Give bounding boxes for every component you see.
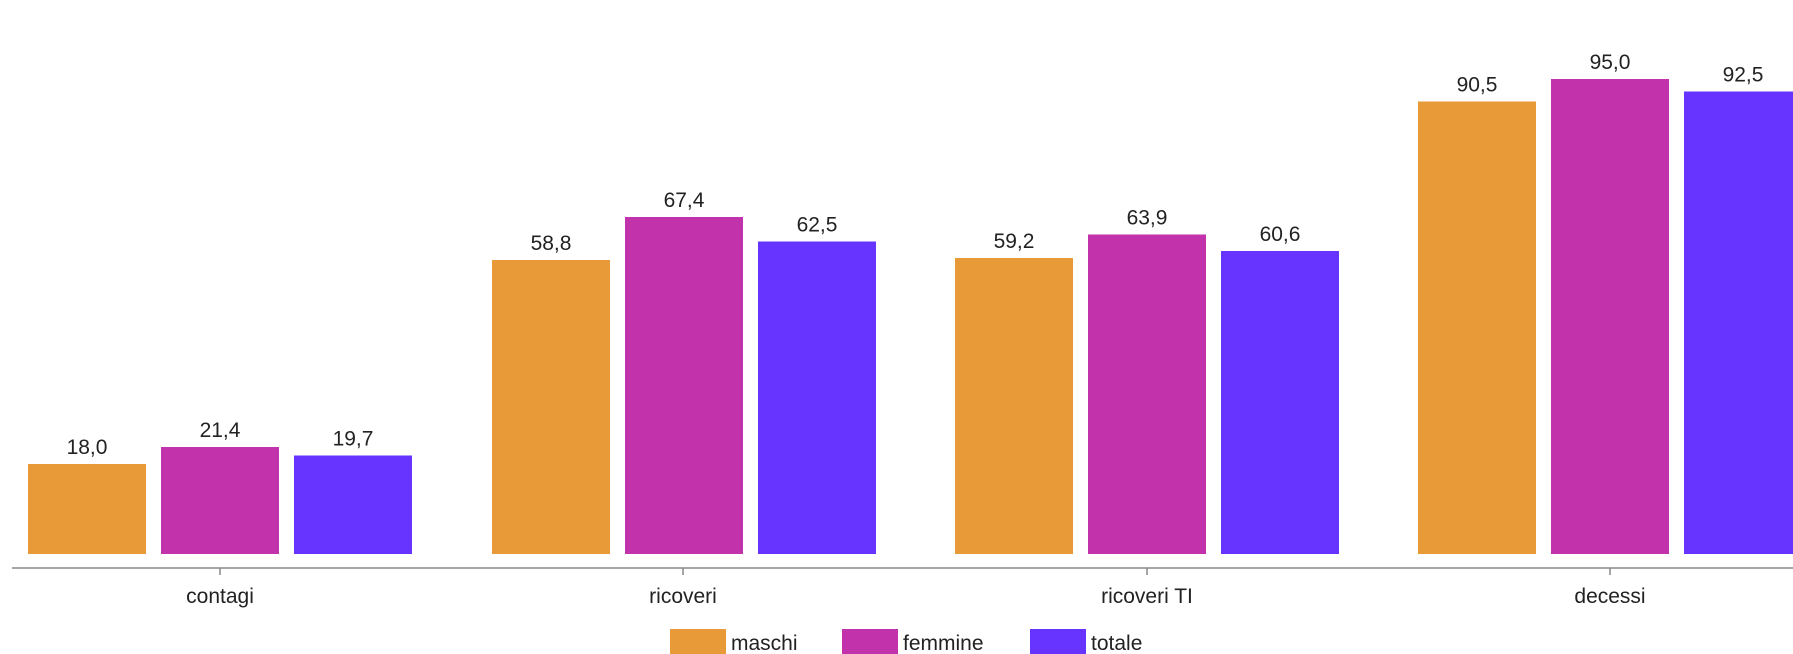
bar-maschi-ricoveri [492, 260, 610, 554]
x-axis-tick-labels: contagi ricoveri ricoveri TI decessi [186, 585, 1645, 608]
legend-label-femmine: femmine [903, 632, 984, 654]
x-axis-tick-label: contagi [186, 585, 254, 608]
data-label: 92,5 [1723, 64, 1764, 87]
x-axis-ticks [219, 568, 1611, 575]
data-label: 60,6 [1260, 223, 1301, 246]
data-label: 62,5 [797, 214, 838, 237]
data-label: 63,9 [1127, 207, 1168, 230]
x-axis-tick-label: ricoveri [649, 585, 717, 608]
data-label: 90,5 [1457, 74, 1498, 97]
x-axis-tick-label: decessi [1574, 585, 1645, 608]
legend-label-maschi: maschi [731, 632, 798, 654]
bar-totale-ricoveri [758, 241, 876, 554]
value-labels-layer: 18,0 21,4 19,7 58,8 67,4 62,5 59,2 63,9 60,6 90,5… [67, 51, 1764, 459]
data-label: 59,2 [994, 230, 1035, 253]
data-label: 95,0 [1590, 51, 1631, 74]
x-axis-tick-label: ricoveri TI [1101, 585, 1193, 608]
bars-layer [28, 79, 1793, 554]
legend-swatch-femmine [842, 629, 898, 654]
bar-totale-contagi [294, 455, 412, 554]
legend-label-totale: totale [1091, 632, 1142, 654]
bar-maschi-decessi [1418, 101, 1536, 554]
bar-maschi-contagi [28, 464, 146, 554]
data-label: 58,8 [531, 232, 572, 255]
bar-femmine-ricoveri [625, 217, 743, 554]
legend-swatch-maschi [670, 629, 726, 654]
legend-swatch-totale [1030, 629, 1086, 654]
data-label: 18,0 [67, 436, 108, 459]
bar-maschi-ricoveri-ti [955, 258, 1073, 554]
bar-femmine-contagi [161, 447, 279, 554]
bar-femmine-decessi [1551, 79, 1669, 554]
bar-femmine-ricoveri-ti [1088, 234, 1206, 554]
data-label: 19,7 [333, 428, 374, 451]
data-label: 67,4 [664, 189, 705, 212]
legend: maschi femmine totale [670, 629, 1142, 654]
data-label: 21,4 [200, 419, 241, 442]
bar-totale-ricoveri-ti [1221, 251, 1339, 554]
bar-totale-decessi [1684, 91, 1793, 554]
